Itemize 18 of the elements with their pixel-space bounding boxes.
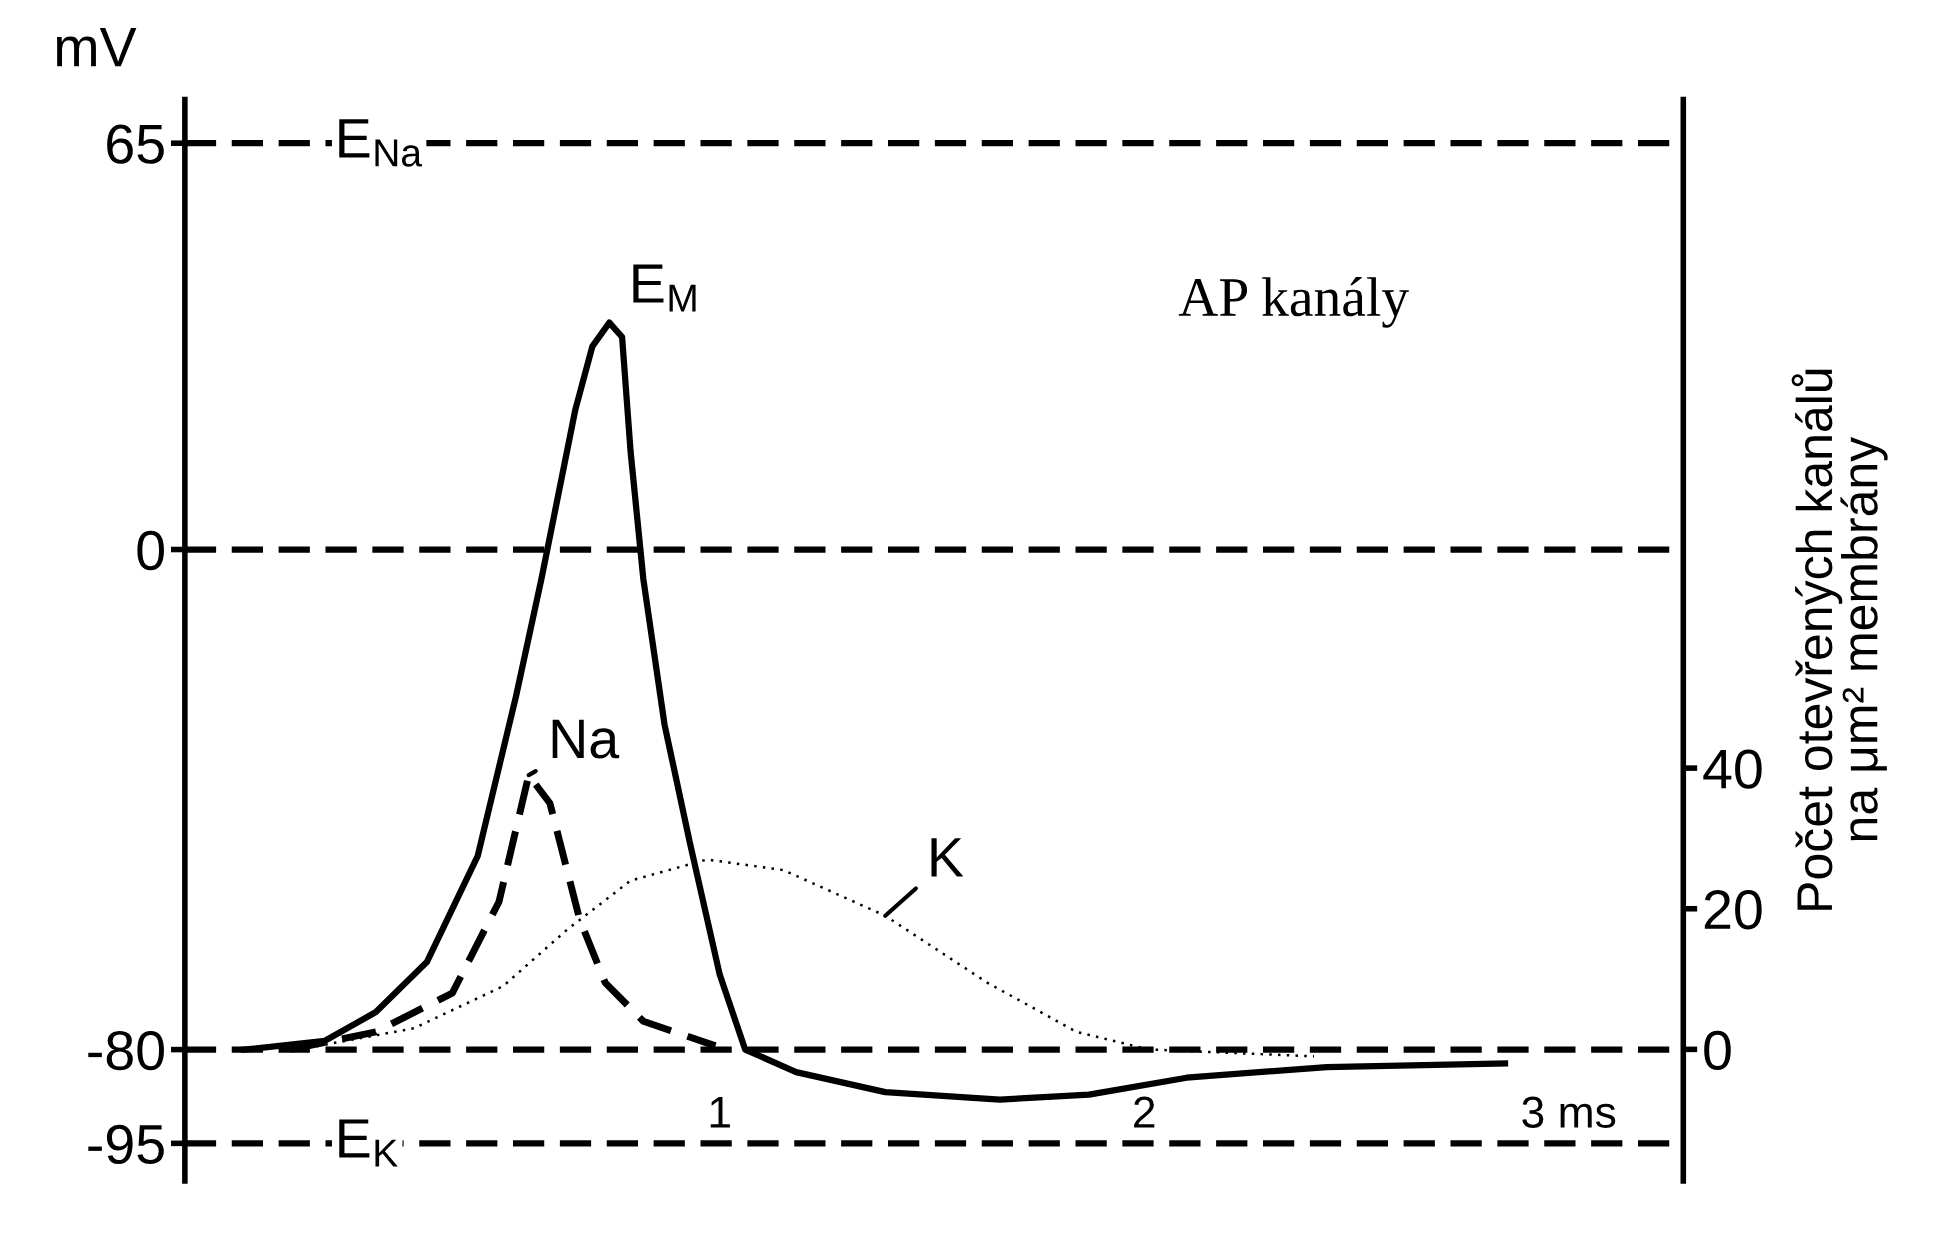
ref-line-label: E$_{K}$: [339, 1119, 398, 1167]
annotation: AP kanály: [1178, 277, 1409, 328]
y2-tick-label: 40: [1703, 749, 1762, 789]
y2-tick-label: 20: [1704, 890, 1762, 930]
x-tick-label: 3 ms: [1522, 1096, 1616, 1128]
y-tick-label: 65: [107, 124, 164, 164]
y-tick-label: -80: [88, 1030, 164, 1071]
y2-tick-label: 0: [1704, 1030, 1731, 1071]
series-label: Na: [552, 719, 620, 759]
y-tick-label: -95: [88, 1124, 164, 1165]
ref-line-label: E$_{Na}$: [339, 119, 422, 167]
x-tick-label: 2: [1134, 1096, 1155, 1128]
y-tick-label: 0: [137, 530, 164, 571]
series-label: K: [931, 838, 964, 877]
series-label: E$_{M}$: [633, 264, 696, 312]
y2-axis-title: Počet otevřených kanálů na μm² membrány: [1791, 369, 1888, 910]
x-tick-label: 1: [710, 1096, 730, 1128]
y-axis-title: mV: [56, 28, 137, 67]
